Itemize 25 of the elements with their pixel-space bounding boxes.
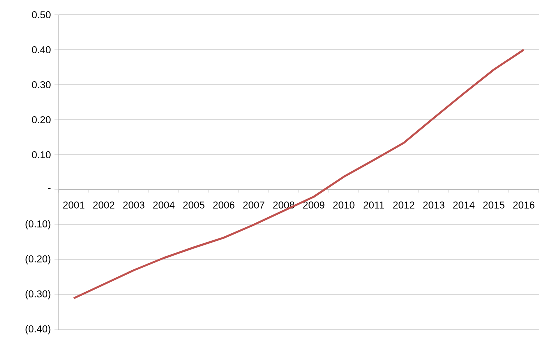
y-tick-label: (0.40) [26, 325, 51, 335]
x-tick-label: 2007 [243, 202, 265, 209]
x-tick-label: 2014 [453, 202, 475, 209]
y-tick-label: (0.20) [26, 255, 51, 265]
x-tick-label: 2015 [483, 202, 505, 209]
y-tick-label: 0.50 [32, 11, 51, 19]
x-tick-label: 2005 [183, 202, 205, 209]
x-tick-label: 2016 [513, 202, 535, 209]
y-tick-label: - [48, 188, 51, 190]
x-tick-label: 2009 [303, 202, 325, 209]
x-tick-label: 2012 [393, 202, 415, 209]
y-tick-label: (0.30) [26, 290, 51, 300]
y-tick-label: 0.20 [32, 116, 51, 124]
x-tick-label: 2011 [364, 202, 384, 209]
y-tick-label: (0.10) [26, 220, 51, 230]
y-tick-label: 0.30 [32, 81, 51, 89]
x-tick-label: 2010 [333, 202, 355, 209]
y-tick-label: 0.40 [32, 46, 51, 54]
y-tick-label: 0.10 [32, 151, 51, 159]
x-tick-label: 2003 [123, 202, 145, 209]
x-tick-label: 2013 [423, 202, 445, 209]
x-tick-label: 2001 [63, 202, 85, 209]
x-tick-label: 2002 [93, 202, 115, 209]
x-tick-label: 2004 [153, 202, 175, 209]
x-tick-label: 2006 [213, 202, 235, 209]
